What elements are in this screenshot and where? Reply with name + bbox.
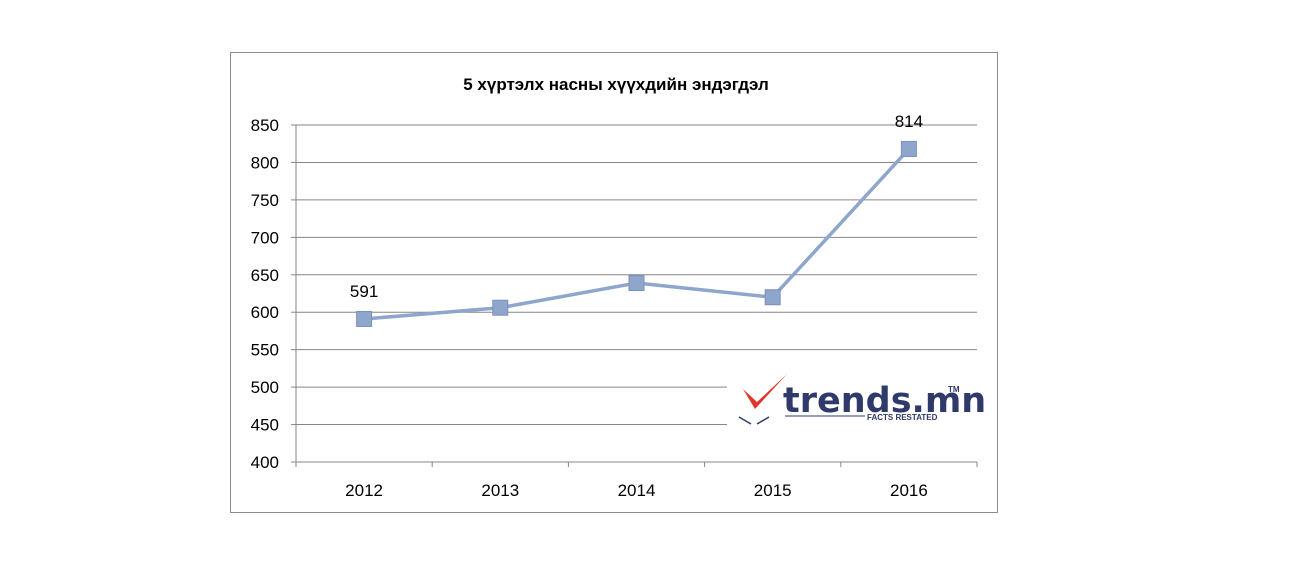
data-point-marker — [628, 275, 645, 292]
x-tick-label: 2015 — [754, 481, 792, 500]
x-tick-labels: 2012 2013 2014 2015 2016 — [345, 481, 928, 500]
y-tick-label: 600 — [251, 303, 279, 322]
series-layer — [356, 140, 917, 327]
watermark-brand: trends.mn — [783, 381, 986, 421]
y-tick-label: 850 — [251, 116, 279, 135]
data-point-marker — [900, 140, 917, 157]
y-tick-label: 750 — [251, 191, 279, 210]
x-tick-label: 2016 — [890, 481, 928, 500]
data-labels: 591 814 — [350, 112, 923, 301]
y-tick-label: 550 — [251, 341, 279, 360]
y-tick-label: 500 — [251, 378, 279, 397]
y-tick-label: 700 — [251, 228, 279, 247]
data-point-marker — [764, 289, 781, 306]
y-tick-label: 400 — [251, 453, 279, 472]
chart-frame: 5 хүртэлх насны хүүхдийн эндэгдэл 850 800… — [230, 52, 998, 513]
data-point-marker — [356, 310, 373, 327]
grid-layer — [296, 124, 977, 426]
data-label: 814 — [895, 112, 923, 131]
y-tick-label: 450 — [251, 416, 279, 435]
y-tick-label: 800 — [251, 153, 279, 172]
watermark-trademark: TM — [948, 385, 960, 394]
axis-layer — [291, 124, 978, 467]
red-check-icon — [743, 374, 787, 409]
watermark-mark-right — [756, 416, 770, 425]
data-point-marker — [492, 299, 509, 316]
chart-title: 5 хүртэлх насны хүүхдийн эндэгдэл — [463, 75, 769, 94]
line-chart: 5 хүртэлх насны хүүхдийн эндэгдэл 850 800… — [251, 75, 987, 500]
data-label: 591 — [350, 282, 378, 301]
x-tick-label: 2013 — [481, 481, 519, 500]
y-tick-label: 650 — [251, 266, 279, 285]
x-tick-label: 2012 — [345, 481, 383, 500]
y-tick-labels: 850 800 750 700 650 600 550 500 450 400 — [251, 116, 279, 472]
x-tick-label: 2014 — [618, 481, 656, 500]
watermark-tagline: FACTS RESTATED — [867, 413, 938, 422]
watermark-mark-left — [738, 416, 752, 425]
series-line — [363, 147, 911, 321]
trends-mn-watermark: trends.mn TM FACTS RESTATED — [727, 374, 986, 426]
